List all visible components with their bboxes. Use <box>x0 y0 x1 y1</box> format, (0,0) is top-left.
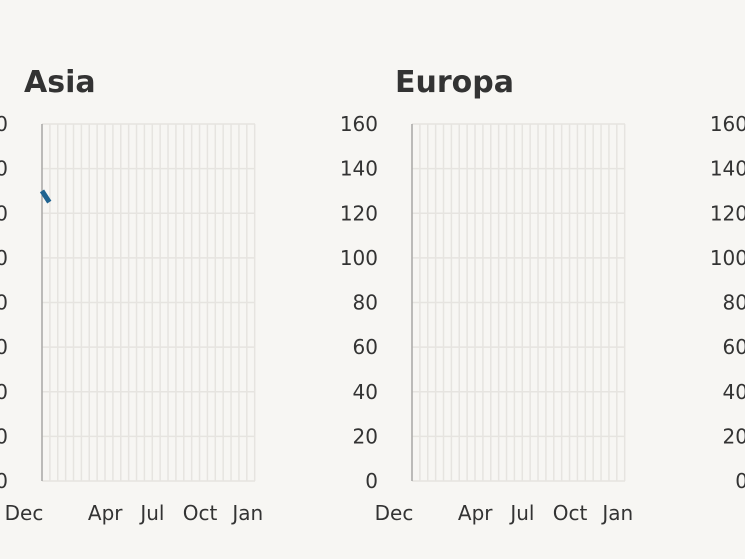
chart-title: Asia <box>24 65 96 100</box>
y-tick-label: 20 <box>0 424 8 448</box>
y-tick-label: 120 <box>710 201 745 225</box>
chart-panel-3: 0 20 40 60 80 100 120 140 160 <box>710 112 745 493</box>
x-tick-label: Apr <box>88 501 123 525</box>
x-tick-label: Jan <box>600 501 633 525</box>
y-tick-label: 140 <box>340 157 378 181</box>
y-tick-label: 100 <box>710 246 745 270</box>
x-tick-label: Dec <box>375 501 414 525</box>
y-tick-label: 120 <box>340 201 378 225</box>
x-tick-label: Oct <box>553 501 588 525</box>
y-tick-label: 20 <box>353 424 378 448</box>
y-tick-label: 120 <box>0 201 8 225</box>
chart-title: Europa <box>395 65 514 100</box>
chart-panel-2: 0 20 40 60 80 100 120 140 160 Dec Apr Jul Oct Jan Euro… <box>340 65 633 525</box>
y-tick-label: 0 <box>365 469 378 493</box>
y-tick-label: 40 <box>723 380 745 404</box>
x-tick-label: Oct <box>183 501 218 525</box>
y-tick-label: 100 <box>0 246 8 270</box>
y-tick-label: 60 <box>353 335 378 359</box>
y-tick-label: 0 <box>735 469 745 493</box>
x-tick-label: Apr <box>458 501 493 525</box>
y-tick-label: 20 <box>723 424 745 448</box>
y-tick-label: 60 <box>723 335 745 359</box>
y-tick-label: 60 <box>0 335 8 359</box>
y-tick-label: 100 <box>340 246 378 270</box>
y-tick-label: 160 <box>340 112 378 136</box>
y-tick-label: 40 <box>353 380 378 404</box>
x-tick-label: Dec <box>5 501 44 525</box>
x-tick-label: Jul <box>508 501 534 525</box>
series-line <box>39 189 52 204</box>
y-tick-label: 40 <box>0 380 8 404</box>
y-tick-label: 0 <box>0 469 8 493</box>
y-tick-label: 80 <box>723 291 745 315</box>
y-tick-label: 160 <box>0 112 8 136</box>
x-tick-label: Jul <box>138 501 164 525</box>
y-tick-label: 80 <box>353 291 378 315</box>
y-tick-label: 160 <box>710 112 745 136</box>
x-tick-label: Jan <box>230 501 263 525</box>
y-tick-label: 80 <box>0 291 8 315</box>
chart-panel-1: 0 20 40 60 80 100 120 140 160 Dec Apr Jul Oct Jan Asia <box>0 65 263 525</box>
y-tick-label: 140 <box>0 157 8 181</box>
y-tick-label: 140 <box>710 157 745 181</box>
